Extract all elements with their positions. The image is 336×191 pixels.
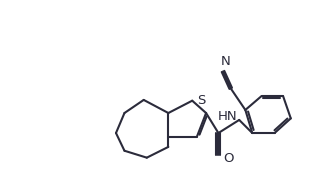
Text: HN: HN	[217, 110, 237, 123]
Text: O: O	[223, 152, 234, 165]
Text: N: N	[221, 55, 231, 68]
Text: S: S	[197, 94, 205, 107]
